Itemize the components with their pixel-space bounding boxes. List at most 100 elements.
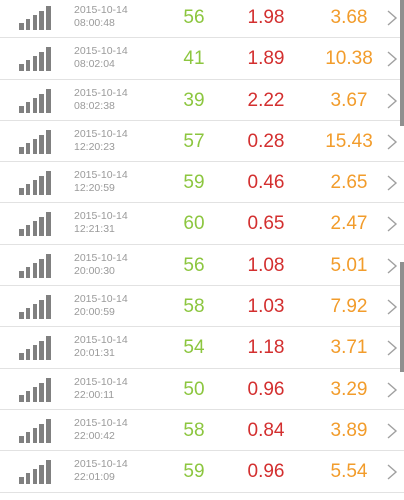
timestamp: 2015-10-14 08:02:38 bbox=[74, 87, 128, 113]
time-text: 12:20:23 bbox=[74, 140, 115, 153]
value-1: 39 bbox=[183, 89, 205, 111]
timestamp: 2015-10-14 22:01:09 bbox=[74, 458, 128, 484]
signal-bar bbox=[39, 382, 44, 402]
signal-strength-icon bbox=[19, 88, 51, 113]
time-text: 12:20:59 bbox=[74, 182, 115, 195]
signal-bar bbox=[46, 47, 51, 72]
date-text: 2015-10-14 bbox=[74, 169, 128, 182]
signal-bar bbox=[25, 101, 31, 113]
signal-bar bbox=[25, 60, 31, 72]
value-1: 54 bbox=[183, 337, 205, 359]
signal-bar bbox=[46, 460, 51, 485]
timestamp: 2015-10-14 12:20:23 bbox=[74, 128, 128, 154]
signal-bar bbox=[19, 312, 24, 320]
timestamp: 2015-10-14 12:20:59 bbox=[74, 169, 128, 195]
result-row[interactable]: 2015-10-14 20:00:30 56 1.08 5.01 bbox=[0, 245, 404, 287]
signal-bar bbox=[39, 93, 44, 113]
value-3: 3.89 bbox=[330, 419, 368, 441]
value-1: 56 bbox=[183, 254, 205, 276]
result-row[interactable]: 2015-10-14 22:00:11 50 0.96 3.29 bbox=[0, 369, 404, 410]
signal-strength-icon bbox=[19, 418, 51, 443]
time-text: 22:01:09 bbox=[74, 471, 115, 484]
signal-bar bbox=[32, 56, 38, 72]
chevron-right-icon[interactable] bbox=[385, 10, 399, 26]
result-row[interactable]: 2015-10-14 12:21:31 60 0.65 2.47 bbox=[0, 203, 404, 245]
date-text: 2015-10-14 bbox=[74, 416, 128, 429]
value-1: 59 bbox=[183, 172, 205, 194]
chevron-right-icon[interactable] bbox=[385, 216, 399, 233]
chevron-right-icon[interactable] bbox=[385, 175, 399, 191]
time-text: 12:21:31 bbox=[74, 223, 115, 236]
value-2: 0.96 bbox=[247, 461, 285, 483]
value-3: 10.38 bbox=[325, 48, 373, 70]
signal-bar bbox=[46, 295, 51, 320]
time-text: 08:00:48 bbox=[74, 17, 115, 29]
result-row[interactable]: 2015-10-14 08:00:48 56 1.98 3.68 bbox=[0, 0, 404, 39]
value-1: 60 bbox=[183, 213, 205, 235]
date-text: 2015-10-14 bbox=[74, 127, 128, 140]
signal-bar bbox=[25, 431, 31, 443]
chevron-right-icon[interactable] bbox=[385, 464, 399, 480]
value-1: 57 bbox=[183, 130, 205, 152]
signal-strength-icon bbox=[19, 253, 51, 278]
signal-bar bbox=[32, 15, 38, 30]
chevron-right-icon[interactable] bbox=[385, 93, 399, 109]
signal-bar bbox=[46, 6, 51, 30]
result-row[interactable]: 2015-10-14 22:00:42 58 0.84 3.89 bbox=[0, 410, 404, 452]
signal-bar bbox=[25, 266, 31, 278]
result-row[interactable]: 2015-10-14 08:02:04 41 1.89 10.38 bbox=[0, 38, 404, 80]
scrollbar-thumb[interactable] bbox=[400, 0, 404, 126]
timestamp: 2015-10-14 20:00:30 bbox=[74, 252, 128, 278]
value-3: 3.67 bbox=[330, 89, 368, 111]
chevron-right-icon[interactable] bbox=[385, 423, 399, 439]
date-text: 2015-10-14 bbox=[74, 251, 128, 264]
date-text: 2015-10-14 bbox=[74, 293, 128, 306]
date-text: 2015-10-14 bbox=[74, 210, 128, 223]
result-row[interactable]: 2015-10-14 20:01:31 54 1.18 3.71 bbox=[0, 327, 404, 369]
signal-bar bbox=[25, 184, 31, 196]
result-row[interactable]: 2015-10-14 12:20:59 59 0.46 2.65 bbox=[0, 162, 404, 204]
signal-bar bbox=[46, 336, 51, 361]
time-text: 22:00:42 bbox=[74, 429, 115, 442]
signal-strength-icon bbox=[19, 171, 51, 196]
date-text: 2015-10-14 bbox=[74, 86, 128, 99]
chevron-right-icon[interactable] bbox=[385, 299, 399, 315]
signal-bar bbox=[19, 353, 24, 361]
signal-bar bbox=[32, 345, 38, 361]
signal-bar bbox=[19, 229, 24, 237]
value-2: 1.03 bbox=[247, 296, 285, 318]
scrollbar-thumb[interactable] bbox=[400, 262, 404, 372]
date-text: 2015-10-14 bbox=[74, 375, 128, 388]
chevron-right-icon[interactable] bbox=[385, 258, 399, 274]
time-text: 20:01:31 bbox=[74, 347, 115, 360]
result-row[interactable]: 2015-10-14 20:00:59 58 1.03 7.92 bbox=[0, 286, 404, 328]
chevron-right-icon[interactable] bbox=[385, 382, 399, 398]
result-row[interactable]: 2015-10-14 22:01:09 59 0.96 5.54 bbox=[0, 451, 404, 493]
signal-bar bbox=[46, 418, 51, 443]
chevron-right-icon[interactable] bbox=[385, 340, 399, 356]
chevron-right-icon[interactable] bbox=[385, 51, 399, 67]
signal-bar bbox=[32, 138, 38, 154]
signal-strength-icon bbox=[19, 129, 51, 154]
date-text: 2015-10-14 bbox=[74, 334, 128, 347]
timestamp: 2015-10-14 22:00:42 bbox=[74, 417, 128, 443]
chevron-right-icon[interactable] bbox=[385, 134, 399, 150]
value-3: 5.54 bbox=[330, 461, 368, 483]
signal-bar bbox=[39, 300, 44, 320]
result-row[interactable]: 2015-10-14 12:20:23 57 0.28 15.43 bbox=[0, 121, 404, 163]
signal-bar bbox=[39, 134, 44, 154]
signal-strength-icon bbox=[19, 295, 51, 320]
value-2: 0.28 bbox=[247, 130, 285, 152]
time-text: 20:00:30 bbox=[74, 264, 115, 277]
signal-bar bbox=[32, 386, 38, 402]
signal-bar bbox=[39, 258, 44, 278]
value-2: 0.96 bbox=[247, 378, 285, 400]
signal-bar bbox=[25, 349, 31, 361]
signal-bar bbox=[19, 64, 24, 72]
signal-bar bbox=[32, 97, 38, 113]
signal-bar bbox=[32, 180, 38, 196]
time-text: 08:02:04 bbox=[74, 58, 115, 71]
signal-strength-icon bbox=[19, 47, 51, 72]
value-1: 41 bbox=[183, 48, 205, 70]
result-row[interactable]: 2015-10-14 08:02:38 39 2.22 3.67 bbox=[0, 80, 404, 121]
